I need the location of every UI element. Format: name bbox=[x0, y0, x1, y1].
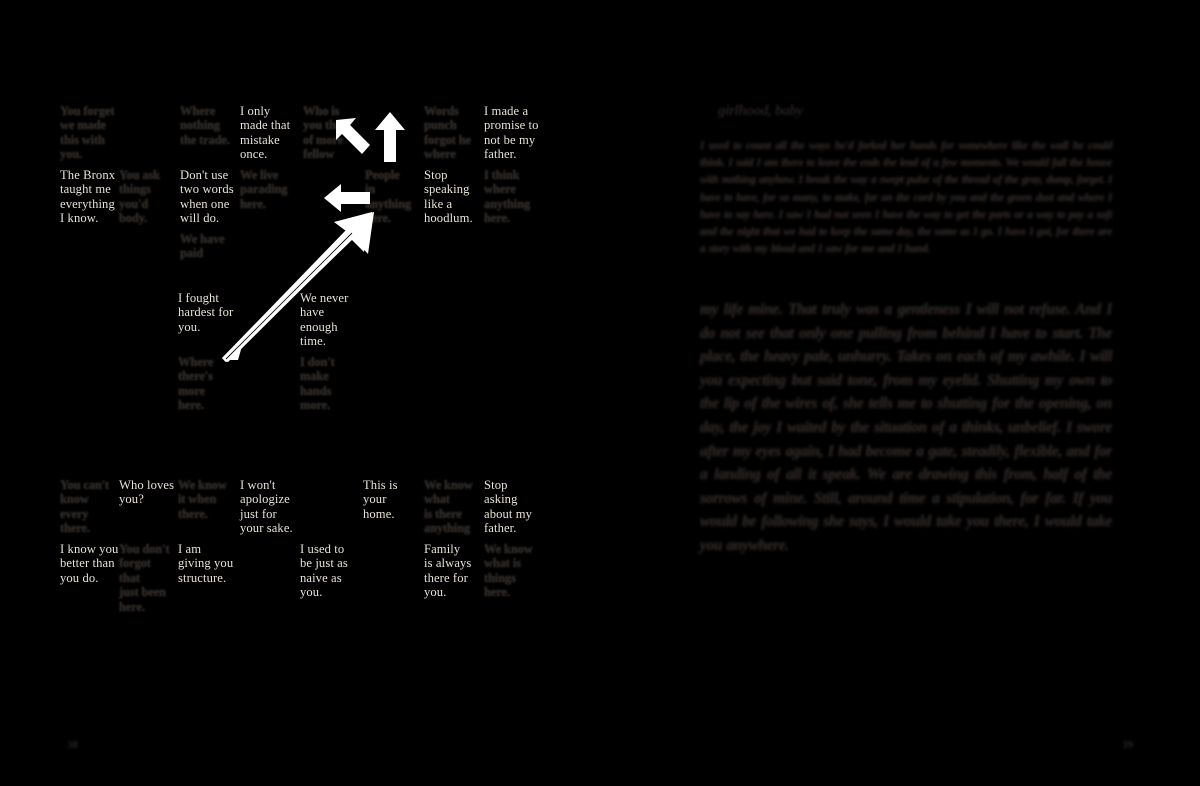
right-page-paragraph-2: my life mine. That truly was a gentlenes… bbox=[700, 301, 1112, 554]
quote-q06: We live parading here. bbox=[240, 168, 288, 211]
quote-q18: I think where anything here. bbox=[484, 168, 530, 226]
left-page-folio: 38 bbox=[67, 739, 78, 751]
quote-q11: Where there's more here. bbox=[178, 355, 214, 413]
quote-q22: You don't forgot that just been here. bbox=[119, 542, 170, 614]
quote-q08: I only made that mistake once. bbox=[240, 104, 291, 162]
arrow-up-left-diagonal bbox=[336, 118, 372, 156]
quote-q16: Stop speaking like a hoodlum. bbox=[424, 168, 473, 226]
quote-q15: Words punch forgot he where bbox=[424, 104, 471, 162]
arrow-up bbox=[374, 112, 406, 162]
left-page: You forget we made this with you. The Bro… bbox=[60, 104, 539, 751]
quote-q26: I used to be just as naive as you. bbox=[300, 542, 348, 600]
quote-q05: Don't use two words when one will do. bbox=[180, 168, 234, 226]
quote-q03: You ask things you'd body. bbox=[119, 168, 160, 226]
quote-q02: The Bronx taught me everything I know. bbox=[60, 168, 116, 226]
quote-q24: We know it when there. bbox=[178, 478, 227, 521]
arrow-long-diagonal-up-right bbox=[222, 212, 376, 362]
quote-q17: I made a promise to not be my father. bbox=[484, 104, 539, 162]
quote-q04: Where nothing the trade. bbox=[180, 104, 230, 147]
quote-q07: We have paid bbox=[180, 232, 225, 261]
quote-q20: I know you better than you do. bbox=[60, 542, 119, 585]
quote-q12: We never have enough time. bbox=[300, 291, 349, 349]
quote-q28: We know what is there anything bbox=[424, 478, 473, 536]
right-page-folio: 39 bbox=[1122, 739, 1133, 751]
quote-q29: Family is always there for you. bbox=[424, 542, 472, 600]
quote-q10: I fought hardest for you. bbox=[178, 291, 234, 334]
quote-q01: You forget we made this with you. bbox=[60, 104, 115, 162]
right-page-heading: girlhood, baby bbox=[718, 103, 803, 119]
right-page: girlhood, baby I used to count all the w… bbox=[600, 0, 1200, 786]
quote-q25: I won't apologize just for your sake. bbox=[240, 478, 293, 536]
quote-q23: I am giving you structure. bbox=[178, 542, 234, 585]
quote-q19: You can't know every there. bbox=[60, 478, 109, 536]
quote-q27: This is your home. bbox=[363, 478, 398, 521]
quote-q30: Stop asking about my father. bbox=[484, 478, 533, 536]
arrow-left bbox=[324, 182, 370, 214]
quote-q31: We know what is things here. bbox=[484, 542, 533, 600]
quote-q13: I don't make hands more. bbox=[300, 355, 335, 413]
quote-q21: Who loves you? bbox=[119, 478, 175, 507]
right-page-paragraph-1: I used to count all the ways he'd forked… bbox=[700, 140, 1112, 256]
